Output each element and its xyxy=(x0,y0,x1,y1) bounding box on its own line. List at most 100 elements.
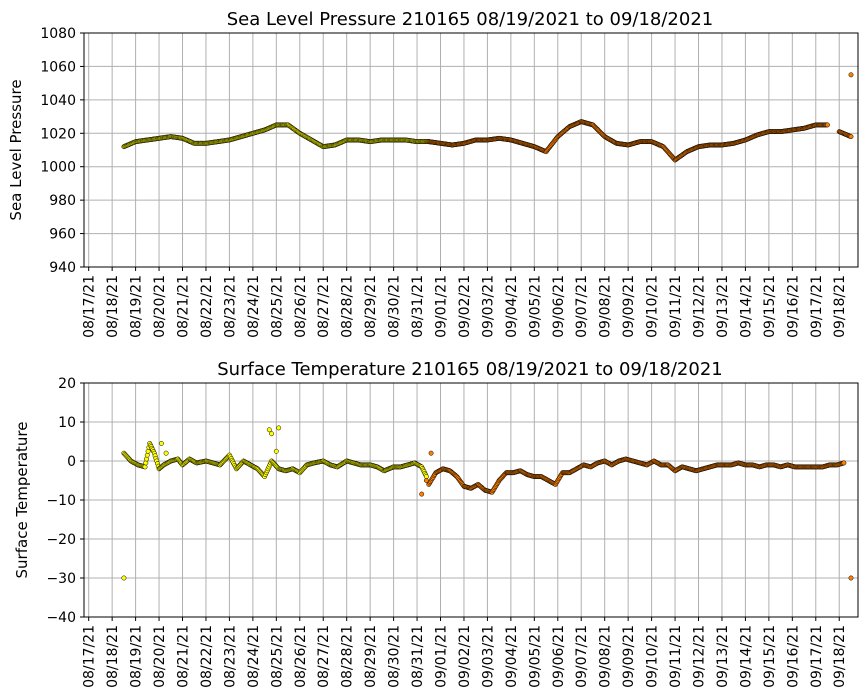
x-tick-label: 09/17/21 xyxy=(809,275,825,338)
x-tick-label: 09/11/21 xyxy=(668,625,684,688)
x-tick-label: 08/26/21 xyxy=(293,625,309,688)
x-tick-label: 09/09/21 xyxy=(621,625,637,688)
y-tick-label: 980 xyxy=(49,193,76,209)
x-tick-label: 08/24/21 xyxy=(246,275,262,338)
x-tick-label: 08/30/21 xyxy=(387,275,403,338)
y-tick-label: 1060 xyxy=(40,59,76,75)
x-tick-label: 08/21/21 xyxy=(176,275,192,338)
data-point xyxy=(142,464,148,470)
x-tick-label: 09/07/21 xyxy=(574,625,590,688)
x-tick-label: 08/24/21 xyxy=(246,625,262,688)
x-tick-label: 08/30/21 xyxy=(387,625,403,688)
y-tick-label: −40 xyxy=(46,610,76,626)
x-tick-label: 09/18/21 xyxy=(832,625,848,688)
x-tick-label: 08/20/21 xyxy=(152,625,168,688)
data-point xyxy=(848,134,854,140)
x-tick-label: 09/01/21 xyxy=(434,625,450,688)
y-tick-label: −30 xyxy=(46,571,76,587)
x-tick-label: 09/03/21 xyxy=(480,275,496,338)
data-point xyxy=(266,427,272,433)
x-tick-label: 09/14/21 xyxy=(738,275,754,338)
data-point xyxy=(121,575,127,581)
x-tick-label: 09/17/21 xyxy=(809,625,825,688)
x-tick-label: 09/07/21 xyxy=(574,275,590,338)
x-tick-label: 08/19/21 xyxy=(129,275,145,338)
x-tick-label: 09/18/21 xyxy=(832,275,848,338)
data-point xyxy=(163,450,169,456)
y-tick-label: 960 xyxy=(49,227,76,243)
x-tick-label: 09/09/21 xyxy=(621,275,637,338)
y-tick-label: 940 xyxy=(49,260,76,276)
x-tick-label: 09/12/21 xyxy=(692,275,708,338)
y-tick-label: 20 xyxy=(58,376,76,392)
y-tick-label: −10 xyxy=(46,493,76,509)
data-point xyxy=(158,440,164,446)
x-tick-label: 08/27/21 xyxy=(316,625,332,688)
y-tick-label: −20 xyxy=(46,532,76,548)
x-tick-label: 08/20/21 xyxy=(152,275,168,338)
x-tick-label: 08/25/21 xyxy=(269,625,285,688)
data-point xyxy=(848,575,854,581)
y-tick-label: 1000 xyxy=(40,160,76,176)
y-axis-label: Sea Level Pressure xyxy=(7,79,25,220)
x-tick-label: 08/23/21 xyxy=(222,275,238,338)
x-tick-label: 08/22/21 xyxy=(199,275,215,338)
data-point xyxy=(144,456,149,462)
x-tick-label: 09/08/21 xyxy=(598,625,614,688)
x-tick-label: 08/28/21 xyxy=(340,625,356,688)
x-tick-label: 08/22/21 xyxy=(199,625,215,688)
x-tick-label: 09/12/21 xyxy=(692,625,708,688)
x-tick-label: 09/15/21 xyxy=(762,625,778,688)
data-point xyxy=(428,450,434,456)
data-point xyxy=(841,460,847,466)
y-tick-label: 1080 xyxy=(40,26,76,42)
x-tick-label: 09/14/21 xyxy=(738,625,754,688)
data-point xyxy=(269,431,275,437)
y-axis-label: Surface Temperature xyxy=(13,422,31,579)
x-tick-label: 09/02/21 xyxy=(457,275,473,338)
x-tick-label: 08/29/21 xyxy=(363,275,379,338)
data-point xyxy=(143,460,149,466)
data-point xyxy=(145,448,151,454)
x-tick-label: 09/03/21 xyxy=(480,625,496,688)
x-tick-label: 09/06/21 xyxy=(551,275,567,338)
x-tick-label: 08/31/21 xyxy=(410,625,426,688)
data-point xyxy=(419,491,425,497)
y-tick-label: 0 xyxy=(67,454,76,470)
chart-title: Surface Temperature 210165 08/19/2021 to… xyxy=(217,359,722,380)
x-tick-label: 08/21/21 xyxy=(176,625,192,688)
x-tick-label: 09/06/21 xyxy=(551,625,567,688)
x-tick-label: 08/28/21 xyxy=(340,275,356,338)
x-tick-label: 09/08/21 xyxy=(598,275,614,338)
x-tick-label: 09/04/21 xyxy=(504,275,520,338)
x-tick-label: 09/11/21 xyxy=(668,275,684,338)
x-tick-label: 08/25/21 xyxy=(269,275,285,338)
x-tick-label: 09/16/21 xyxy=(785,625,801,688)
x-tick-label: 08/18/21 xyxy=(105,275,121,338)
x-tick-label: 08/17/21 xyxy=(82,275,98,338)
x-tick-label: 08/26/21 xyxy=(293,275,309,338)
data-point xyxy=(423,478,429,483)
x-tick-label: 09/01/21 xyxy=(434,275,450,338)
x-tick-label: 09/04/21 xyxy=(504,625,520,688)
x-tick-label: 08/23/21 xyxy=(222,625,238,688)
x-tick-label: 08/29/21 xyxy=(363,625,379,688)
y-tick-label: 10 xyxy=(58,415,76,431)
y-tick-label: 1040 xyxy=(40,93,76,109)
x-tick-label: 09/13/21 xyxy=(715,275,731,338)
x-tick-label: 08/17/21 xyxy=(82,625,98,688)
x-tick-label: 09/16/21 xyxy=(785,275,801,338)
x-tick-label: 08/27/21 xyxy=(316,275,332,338)
plot-frame xyxy=(83,32,859,268)
surface-temperature-chart: Surface Temperature 210165 08/19/2021 to… xyxy=(13,359,859,688)
x-tick-label: 09/02/21 xyxy=(457,625,473,688)
x-tick-label: 09/10/21 xyxy=(645,625,661,688)
x-tick-label: 08/18/21 xyxy=(105,625,121,688)
x-tick-label: 09/05/21 xyxy=(527,275,543,338)
x-tick-label: 08/19/21 xyxy=(129,625,145,688)
chart-title: Sea Level Pressure 210165 08/19/2021 to … xyxy=(227,9,714,30)
x-tick-label: 09/15/21 xyxy=(762,275,778,338)
x-tick-label: 09/05/21 xyxy=(527,625,543,688)
data-point xyxy=(276,425,282,431)
